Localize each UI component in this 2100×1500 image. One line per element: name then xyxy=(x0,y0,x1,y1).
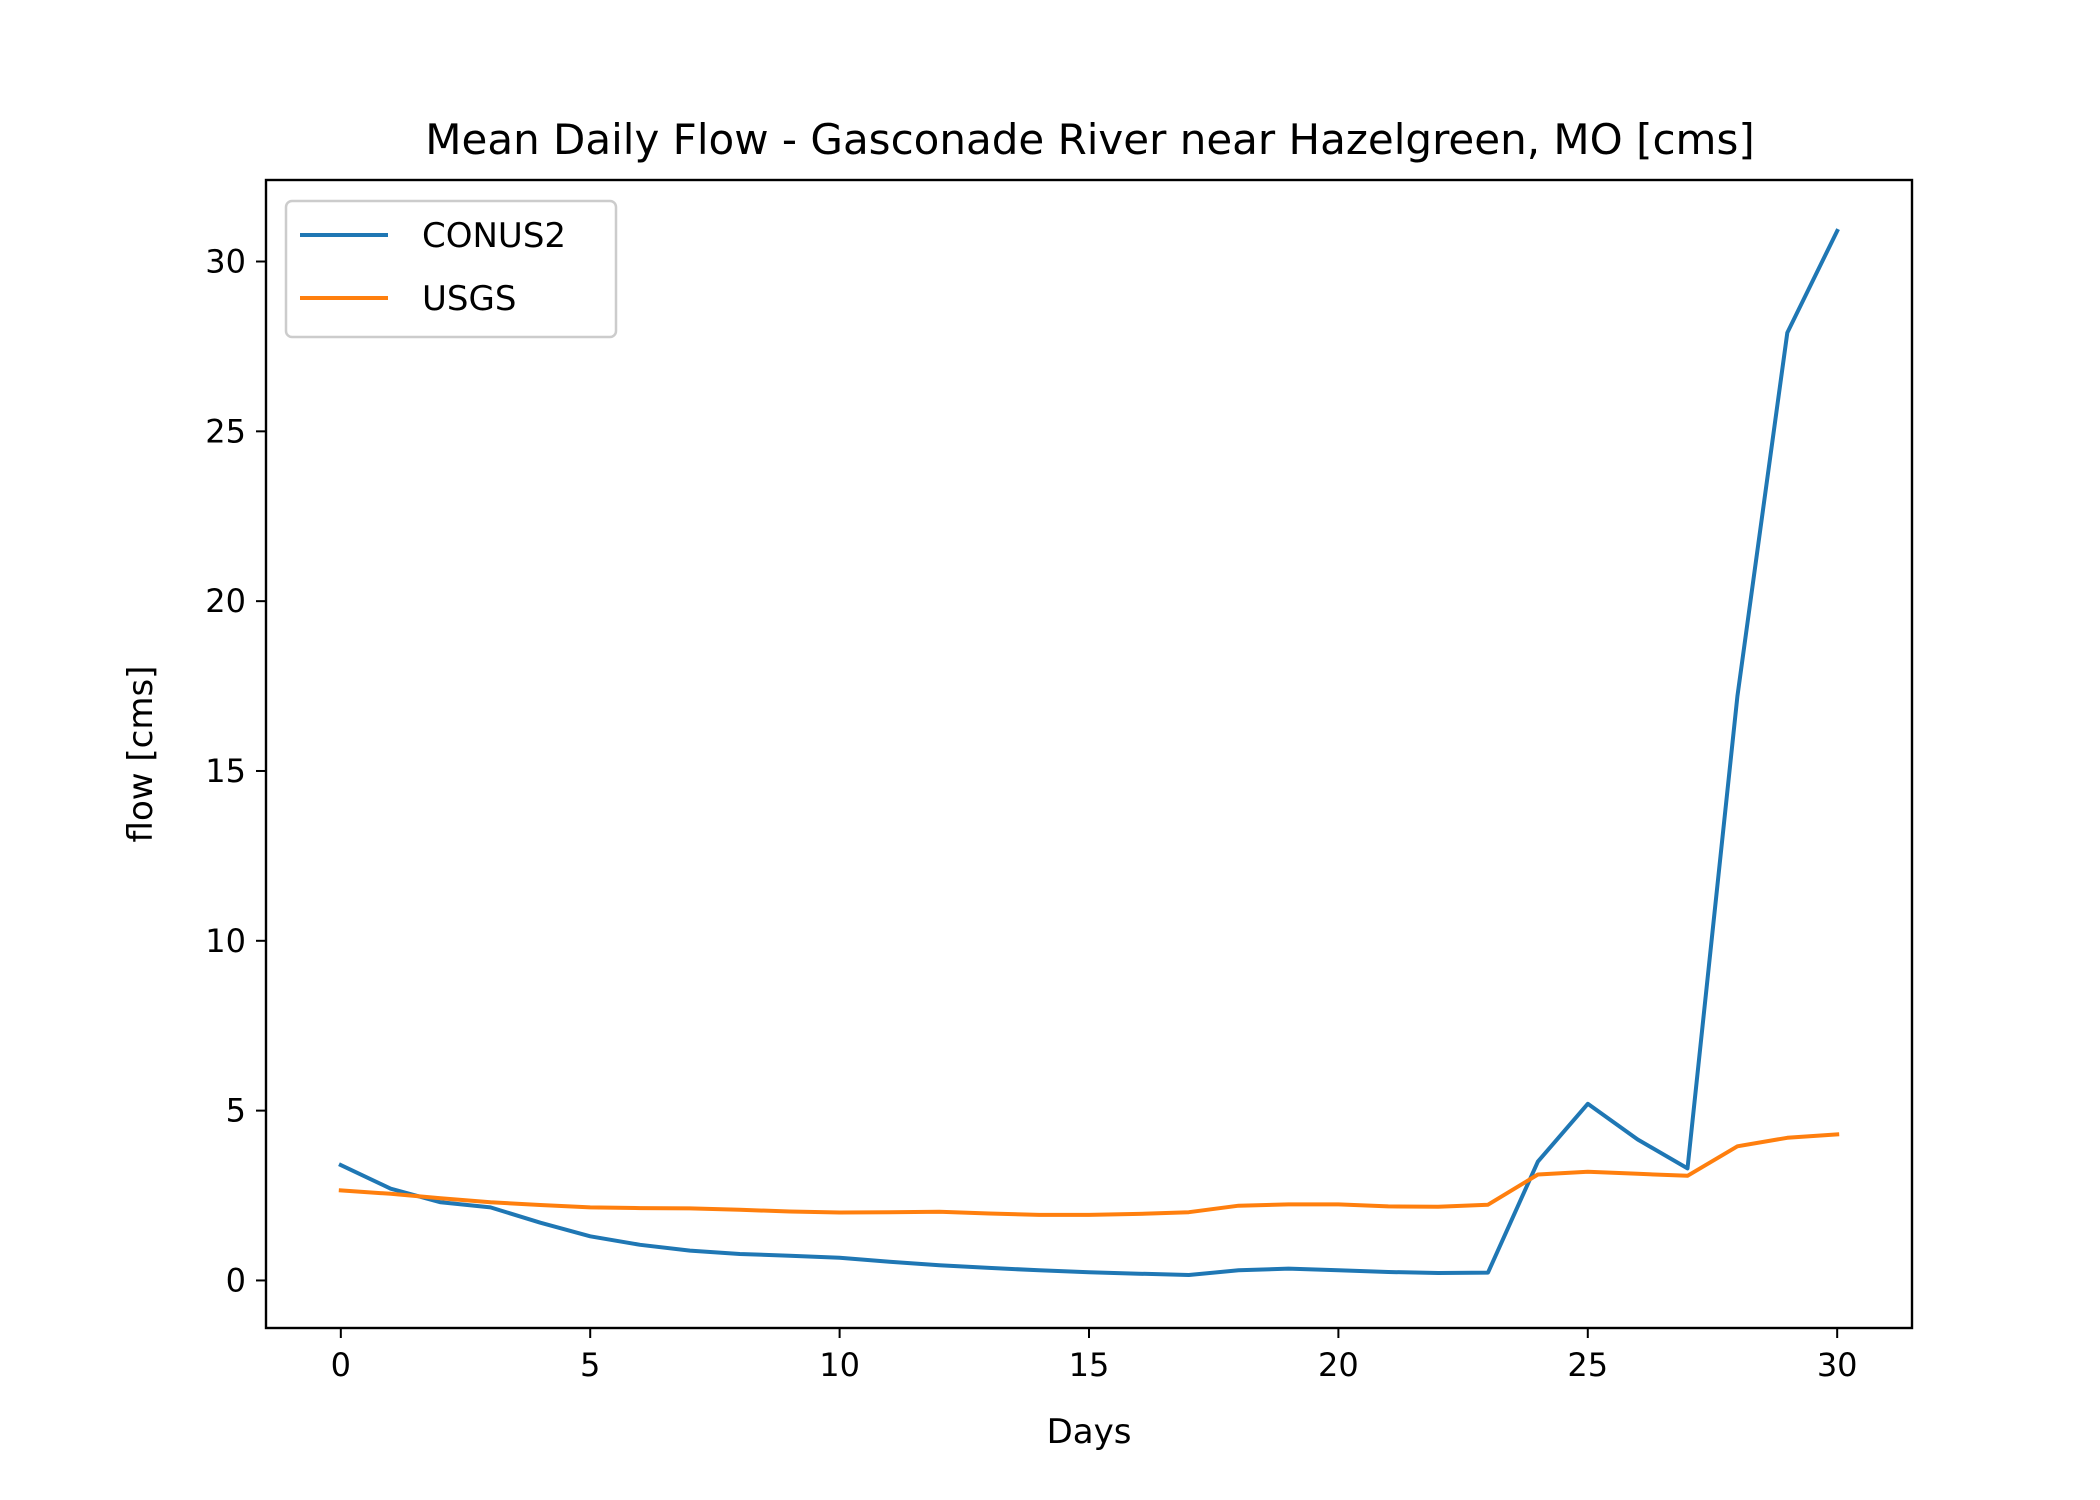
legend: CONUS2 USGS xyxy=(284,199,618,339)
series-line-usgs xyxy=(338,1132,1840,1217)
y-axis-label: flow [cms] xyxy=(121,666,161,843)
y-tick-label: 5 xyxy=(226,1092,246,1130)
y-tick-label: 25 xyxy=(205,412,246,450)
series-line-conus2 xyxy=(338,228,1840,1277)
y-tick-label: 0 xyxy=(226,1261,246,1299)
x-axis: 0 5 10 15 20 25 30 xyxy=(331,1328,1858,1384)
x-axis-label: Days xyxy=(1047,1412,1132,1452)
x-tick-label: 20 xyxy=(1318,1346,1359,1384)
legend-label-conus2: CONUS2 xyxy=(422,216,566,256)
y-tick-label: 20 xyxy=(205,582,246,620)
x-tick-label: 5 xyxy=(580,1346,600,1384)
x-tick-label: 25 xyxy=(1567,1346,1608,1384)
legend-label-usgs: USGS xyxy=(422,279,516,319)
x-tick-label: 15 xyxy=(1069,1346,1110,1384)
y-tick-label: 10 xyxy=(205,922,246,960)
plot-area xyxy=(338,228,1840,1277)
y-tick-label: 15 xyxy=(205,752,246,790)
x-tick-label: 30 xyxy=(1817,1346,1858,1384)
x-tick-label: 10 xyxy=(819,1346,860,1384)
y-axis: 0 5 10 15 20 25 30 xyxy=(205,243,266,1299)
x-tick-label: 0 xyxy=(331,1346,351,1384)
y-tick-label: 30 xyxy=(205,243,246,281)
chart-title: Mean Daily Flow - Gasconade River near H… xyxy=(425,115,1754,164)
